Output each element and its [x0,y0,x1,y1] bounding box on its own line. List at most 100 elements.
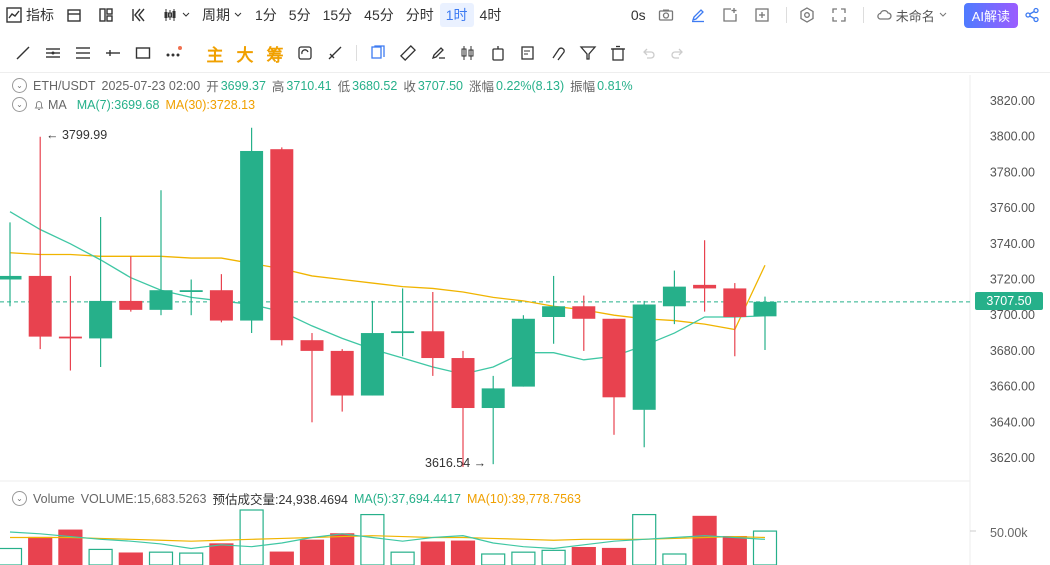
symbol: ETH/USDT [33,78,96,93]
volume-estimate: 预估成交量:24,938.4694 [212,493,348,507]
collapse-icon[interactable]: ⌄ [12,97,27,112]
chevron-down-icon [234,12,242,17]
candle-body [0,275,22,280]
chip-button[interactable]: 筹 [266,45,284,65]
volume-axis-label: 50.00k [990,526,1028,540]
volume-label: Volume [33,491,75,506]
change-label: 涨幅 [469,80,495,94]
last-price-tag: 3707.50 [975,292,1043,310]
copy-tool[interactable] [363,38,393,68]
horizontal-line-icon [106,50,120,56]
interval-5m[interactable]: 5分 [288,7,311,23]
delete-tool[interactable] [603,38,633,68]
volume-bar [752,530,778,565]
layout-name: 未命名 [895,8,935,24]
interval-1m[interactable]: 1分 [255,7,277,23]
candle-body [179,290,203,292]
volume-bar [360,513,385,565]
compare-button[interactable] [748,0,780,30]
replay-button[interactable] [124,0,156,30]
layout-grid-icon [99,8,113,22]
candle-body [421,331,445,359]
template-button[interactable] [60,0,92,30]
note-tool[interactable] [513,38,543,68]
candle-body [240,150,264,321]
period-dropdown[interactable]: 周期 [196,0,249,30]
bell-icon[interactable] [33,99,45,111]
main-force-button[interactable]: 主 [206,45,224,65]
candles-icon [461,46,474,60]
amplitude-value: 0.81% [597,78,633,93]
magnet-tool[interactable] [543,38,573,68]
hline-tool[interactable] [98,38,128,68]
volume-bar [118,552,143,565]
redo-button[interactable] [663,38,693,68]
settings-button[interactable] [793,0,825,30]
volume-bar [0,547,23,565]
volume-bar [571,546,596,565]
undo-button[interactable] [633,38,663,68]
add-window-icon [723,8,737,22]
interval-timeshare[interactable]: 分时 [405,7,434,23]
interval-1h[interactable]: 1时 [439,3,474,27]
trend-line-icon [16,46,30,60]
candle-body [300,340,324,351]
volume-bar [209,543,234,565]
volume-bar [662,553,687,565]
fullscreen-button[interactable] [825,0,857,30]
open-label: 开 [206,80,219,94]
open-value: 3699.37 [220,78,266,93]
volume-ma5: MA(5):37,694.4417 [353,491,461,506]
interval-45m[interactable]: 45分 [364,7,394,23]
share-button[interactable] [1018,0,1050,30]
candle-tool[interactable] [453,38,483,68]
price-tick-label: 3820.00 [990,94,1035,108]
volume-bar [481,553,506,565]
horizontal-lines-icon [76,47,90,59]
rect-tool[interactable] [128,38,158,68]
interval-15m[interactable]: 15分 [322,7,353,23]
line-tool[interactable] [8,38,38,68]
big-order-button[interactable]: 大 [236,45,254,65]
redo-icon [671,48,683,59]
ruler-tool[interactable] [393,38,423,68]
alert-tool[interactable] [483,38,513,68]
refresh-tool[interactable] [290,38,320,68]
candle-body [119,300,143,310]
screenshot-button[interactable] [652,0,684,30]
candle-body [662,286,686,307]
toolbar-separator [0,72,1050,73]
volume-bar [88,548,113,565]
volume-value: VOLUME:15,683.5263 [80,491,207,506]
add-chart-button[interactable] [716,0,748,30]
candle-body [58,336,82,339]
channel-tool[interactable] [38,38,68,68]
more-tools[interactable] [158,38,188,68]
change-value: 0.22%(8.13) [496,78,565,93]
ai-analysis-button[interactable]: AI解读 [963,2,1018,28]
bar-datetime: 2025-07-23 02:00 [101,78,201,93]
brush-tool[interactable] [423,38,453,68]
measure-tool[interactable] [320,38,350,68]
volume-bar [722,535,747,565]
close-label: 收 [403,80,416,94]
layout-name-dropdown[interactable]: 未命名 [870,0,954,30]
edit-button[interactable] [684,0,716,30]
rectangle-icon [135,47,151,59]
layout-button[interactable] [92,0,124,30]
interval-4h[interactable]: 4时 [479,7,502,23]
filter-tool[interactable] [573,38,603,68]
share-icon [1025,7,1039,23]
chart-type-button[interactable] [156,0,196,30]
collapse-icon[interactable]: ⌄ [12,78,27,93]
candle-body [572,306,596,319]
fib-tool[interactable] [68,38,98,68]
candle-body [723,288,747,317]
toolbar-divider [356,45,357,61]
indicators-button[interactable]: 指标 [0,0,60,30]
volume-bar [601,547,627,565]
collapse-icon[interactable]: ⌄ [12,491,27,506]
drawing-toolbar: 主 大 筹 [0,38,1050,68]
cloud-icon [876,9,892,20]
